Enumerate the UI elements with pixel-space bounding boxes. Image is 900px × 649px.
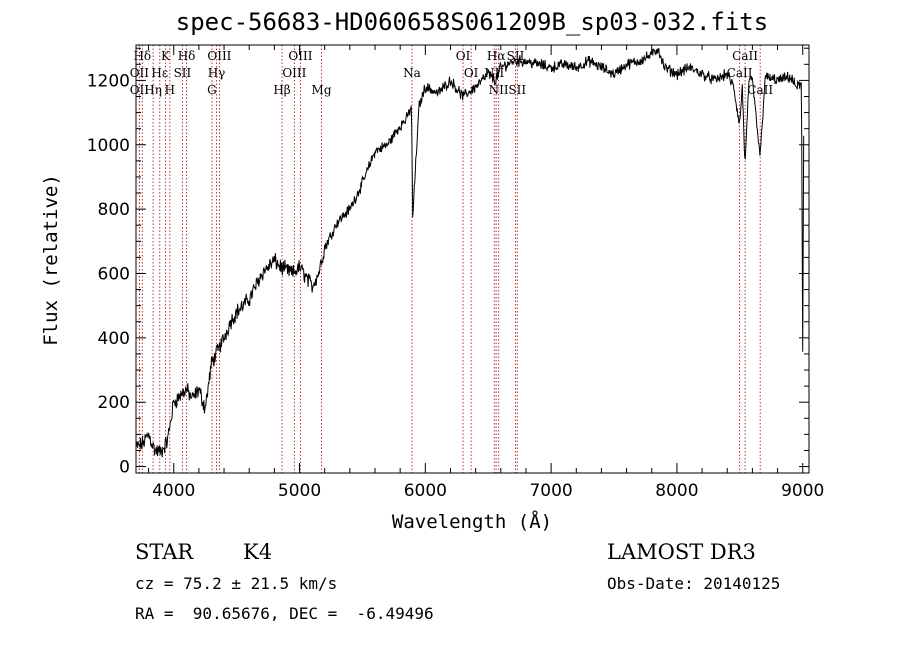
y-tick-label: 400 <box>98 329 130 349</box>
spectral-line-label: Hη <box>144 83 162 97</box>
object-class: STAR <box>135 540 194 564</box>
y-tick-label: 200 <box>98 393 130 413</box>
spectral-line-label: K <box>161 49 171 63</box>
y-tick-label: 800 <box>98 200 130 220</box>
spectral-line-label: OII <box>130 66 150 80</box>
spectral-line-label: CaII <box>747 83 773 97</box>
x-axis-label: Wavelength (Å) <box>392 510 552 533</box>
spectrum-line <box>135 47 805 458</box>
y-tick-label: 0 <box>119 458 130 478</box>
y-axis-label: Flux (relative) <box>40 174 62 346</box>
spectral-line-label: Hε <box>151 66 168 80</box>
spectral-line-label: OI <box>456 49 471 63</box>
spectral-line-label: Na <box>403 66 421 80</box>
spectral-line-label: NII <box>489 83 509 97</box>
spectral-line-label: G <box>207 83 217 97</box>
spectral-line-label: CaII <box>727 66 753 80</box>
spectral-line-label: NII <box>484 66 504 80</box>
x-tick-label: 9000 <box>781 481 824 501</box>
x-tick-label: 8000 <box>655 481 698 501</box>
spectral-line-label: OIII <box>207 49 231 63</box>
x-tick-label: 7000 <box>529 481 572 501</box>
line-marker-layer <box>138 45 761 473</box>
spectral-line-label: Hβ <box>273 83 290 97</box>
plot-frame <box>135 44 810 474</box>
spectral-line-label: SII <box>508 83 526 97</box>
y-tick-label: 1000 <box>87 136 130 156</box>
spectral-line-label: SII <box>174 66 192 80</box>
spectral-line-label: Hδ <box>178 49 196 63</box>
spectral-line-label: SII <box>507 49 525 63</box>
spectrum-layer <box>135 47 805 458</box>
spectral-line-label: Mg <box>312 83 332 97</box>
spectral-line-label: CaII <box>732 49 758 63</box>
survey-name: LAMOST DR3 <box>607 540 756 564</box>
y-tick-label: 600 <box>98 264 130 284</box>
y-tick-label: 1200 <box>87 71 130 91</box>
spectral-line-label: OII <box>130 83 150 97</box>
chart-title: spec-56683-HD060658S061209B_sp03-032.fit… <box>176 8 768 36</box>
spectral-line-label: Hδ <box>133 49 151 63</box>
spectral-line-label: OIII <box>282 66 306 80</box>
obs-date: Obs-Date: 20140125 <box>607 574 781 593</box>
coordinates-readout: RA = 90.65676, DEC = -6.49496 <box>135 604 434 623</box>
spectral-line-label: OI <box>464 66 479 80</box>
spectral-line-label: Hγ <box>208 66 226 80</box>
tick-layer: 4000 5000 6000 7000 8000 9000 0 200 400 600 800 100… <box>87 45 824 501</box>
spectral-line-label: Hα <box>487 49 506 63</box>
x-tick-label: 6000 <box>404 481 447 501</box>
x-tick-label: 4000 <box>152 481 195 501</box>
spectral-line-label: OIII <box>288 49 312 63</box>
spectral-subclass: K4 <box>243 540 273 564</box>
redshift-readout: cz = 75.2 ± 21.5 km/s <box>135 574 338 593</box>
x-tick-label: 5000 <box>278 481 321 501</box>
spectral-line-label: H <box>165 83 175 97</box>
